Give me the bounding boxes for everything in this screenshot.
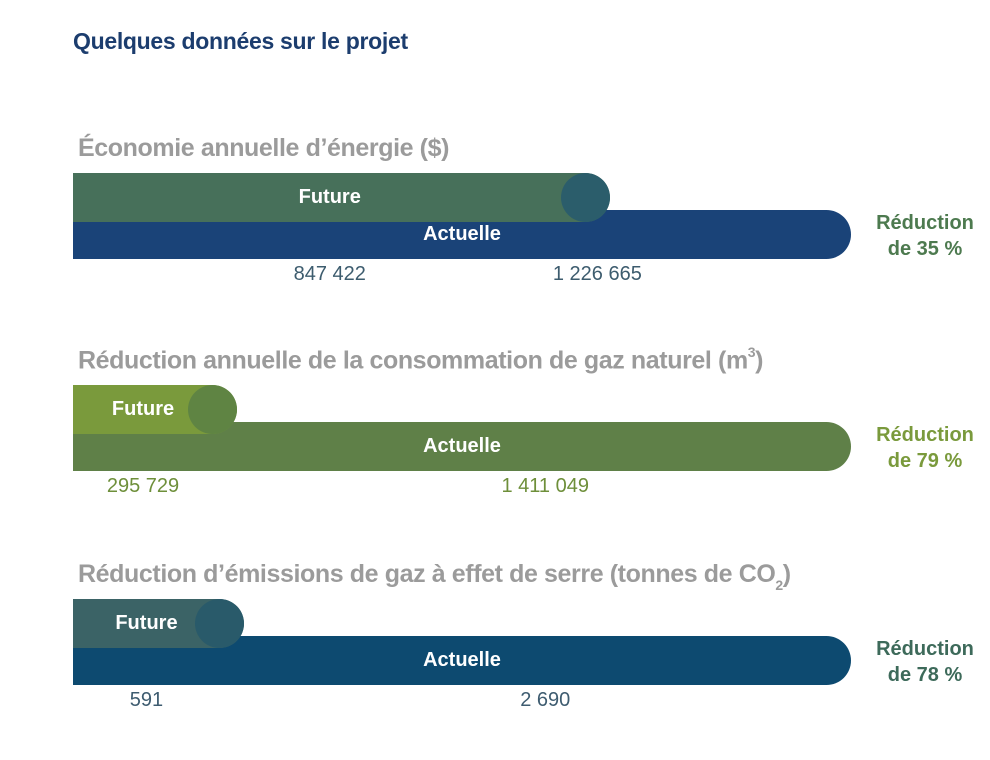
section-title-text: Réduction d’émissions de gaz à effet de … (78, 560, 776, 588)
bar-label-future: Future (298, 186, 361, 208)
superscript-3: 3 (747, 344, 756, 360)
bar-chart-energy: Actuelle Future 847 422 1 226 665 Réduction d… (0, 134, 990, 334)
bar-future: Future (73, 385, 237, 434)
value-label-future: 591 (129, 689, 164, 711)
section-title-text: Économie annuelle d’énergie ($) (78, 134, 450, 162)
value-label-actuelle: 1 411 049 (501, 475, 589, 497)
reduction-label: Réduction de 79 % (860, 422, 990, 474)
bar-label-future: Future (111, 398, 175, 420)
section-title-suffix: ) (755, 346, 764, 375)
bar-label-actuelle: Actuelle (423, 435, 501, 457)
bar-label-future: Future (115, 612, 178, 634)
bar-label-actuelle: Actuelle (423, 649, 501, 671)
bar-chart-gas: Actuelle Future 295 729 1 411 049 Réduction d… (0, 346, 990, 546)
reduction-line-2: de 79 % (887, 450, 963, 472)
reduction-line-1: Réduction (876, 638, 974, 660)
reduction-line-1: Réduction (876, 424, 974, 446)
section-title-gas: Réduction annuelle de la consommation de… (78, 344, 764, 375)
reduction-line-2: de 35 % (887, 238, 963, 260)
bar-future: Future (73, 173, 611, 222)
bar-chart-ghg: Actuelle Future 591 2 690 Réduction de 78 % (0, 560, 990, 760)
section-title-energy: Économie annuelle d’énergie ($) (78, 134, 449, 163)
bar-actuelle: Actuelle (73, 636, 851, 685)
reduction-label: Réduction de 78 % (860, 636, 990, 688)
chart-section-energy: Économie annuelle d’énergie ($) Actuelle… (0, 134, 990, 334)
value-label-future: 295 729 (106, 475, 180, 497)
reduction-line-1: Réduction (876, 212, 974, 234)
bar-label-actuelle: Actuelle (423, 223, 501, 245)
value-label-future: 847 422 (293, 263, 366, 285)
value-label-actuelle: 1 226 665 (552, 263, 642, 285)
section-title-text: Réduction annuelle de la consommation de… (78, 346, 748, 375)
bar-future-end-cap (561, 173, 611, 222)
value-label-actuelle: 2 690 (520, 689, 571, 711)
section-title-ghg: Réduction d’émissions de gaz à effet de … (78, 560, 791, 593)
subscript-2: 2 (775, 577, 783, 593)
reduction-line-2: de 78 % (887, 664, 963, 686)
bar-future-end-cap (188, 385, 237, 434)
bar-future: Future (73, 599, 244, 648)
section-title-suffix: ) (782, 560, 791, 588)
page-title: Quelques données sur le projet (73, 28, 408, 54)
chart-section-gas: Réduction annuelle de la consommation de… (0, 344, 990, 546)
bar-future-end-cap (194, 599, 244, 648)
reduction-label: Réduction de 35 % (860, 210, 990, 262)
chart-section-ghg: Réduction d’émissions de gaz à effet de … (0, 560, 990, 760)
